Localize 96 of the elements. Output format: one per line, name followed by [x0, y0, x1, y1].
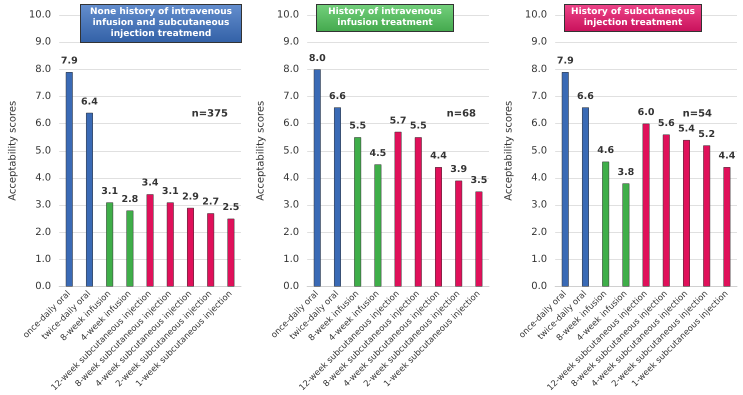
data-label: 7.9 — [60, 56, 78, 67]
bar — [166, 202, 174, 287]
data-label: 3.8 — [617, 166, 635, 178]
data-label: 5.5 — [349, 120, 366, 132]
y-tick-label: 10.0 — [28, 10, 52, 20]
data-label: 5.4 — [678, 123, 696, 134]
bar — [207, 213, 214, 287]
bar — [106, 202, 114, 287]
y-tick-label: 6.0 — [35, 118, 52, 130]
y-tick-label: 7.0 — [283, 90, 300, 102]
data-label: 5.2 — [698, 128, 716, 140]
bar — [434, 167, 442, 287]
y-tick-label: 9.0 — [283, 36, 300, 48]
y-tick-label: 3.0 — [283, 200, 300, 211]
data-label: 2.9 — [182, 191, 199, 202]
data-label: 3.5 — [470, 175, 488, 186]
y-tick-label: 2.0 — [531, 226, 548, 238]
title-box: History of intravenous infusion treatment — [316, 4, 454, 32]
data-label: 2.7 — [202, 196, 220, 208]
bar — [354, 137, 362, 287]
bar — [186, 208, 194, 287]
data-label: 6.0 — [638, 107, 655, 118]
y-tick-label: 5.0 — [35, 145, 52, 156]
y-tick-label: 7.0 — [35, 90, 52, 102]
bar — [66, 72, 73, 287]
y-axis-title: Acceptability scores — [8, 100, 18, 201]
title-box: None history of intravenous infusion and subcutaneous injection treatmend — [80, 4, 242, 43]
y-tick-label: 9.0 — [35, 36, 52, 48]
bar — [582, 107, 589, 287]
y-tick-label: 8.0 — [283, 64, 300, 75]
y-axis-title: Acceptability scores — [504, 100, 514, 201]
bar — [394, 132, 402, 287]
y-tick-label: 1.0 — [35, 254, 52, 265]
data-label: 4.5 — [369, 148, 386, 159]
y-tick-label: 10.0 — [276, 10, 300, 20]
y-tick-label: 2.0 — [283, 226, 300, 238]
y-tick-label: 2.0 — [35, 226, 52, 238]
bar — [314, 69, 321, 287]
y-tick-label: 5.0 — [283, 145, 300, 156]
y-tick-label: 4.0 — [283, 172, 300, 184]
y-axis-title: Acceptability scores — [256, 100, 266, 201]
title-box: History of subcutaneous injection treatment — [564, 4, 702, 32]
data-label: 3.4 — [142, 178, 159, 189]
data-label: 5.5 — [410, 120, 427, 132]
bar — [374, 164, 382, 287]
data-label: 7.9 — [556, 56, 574, 67]
y-tick-label: 10.0 — [524, 10, 548, 20]
bar — [703, 145, 710, 287]
y-tick-label: 6.0 — [531, 118, 548, 130]
y-tick-label: 4.0 — [531, 172, 548, 184]
data-label: 8.0 — [308, 52, 326, 64]
y-tick-label: 8.0 — [531, 64, 548, 75]
data-label: 4.4 — [718, 150, 736, 162]
bar — [334, 107, 341, 287]
annotation: n=54 — [682, 108, 712, 120]
data-label: 3.9 — [450, 164, 468, 176]
data-label: 6.6 — [577, 90, 594, 102]
bar — [723, 167, 730, 287]
y-tick-label: 0.0 — [35, 281, 52, 292]
annotation: n=375 — [192, 108, 228, 120]
bar — [602, 162, 610, 287]
bar — [562, 72, 569, 287]
y-tick-label: 0.0 — [531, 281, 548, 292]
bar — [126, 210, 134, 287]
y-tick-label: 9.0 — [531, 36, 548, 48]
data-label: 4.6 — [597, 145, 614, 156]
y-tick-label: 1.0 — [531, 254, 548, 265]
bar — [642, 124, 650, 287]
bar — [475, 192, 482, 287]
data-label: 2.5 — [222, 202, 240, 214]
y-tick-label: 6.0 — [283, 118, 300, 130]
annotation: n=68 — [446, 108, 476, 120]
y-tick-label: 1.0 — [283, 254, 300, 265]
y-tick-label: 5.0 — [531, 145, 548, 156]
data-label: 3.1 — [101, 186, 118, 197]
y-tick-label: 8.0 — [35, 64, 52, 75]
bar — [662, 134, 670, 287]
bar — [414, 137, 422, 287]
bar — [86, 112, 93, 287]
data-label: 6.6 — [329, 90, 346, 102]
data-label: 5.7 — [390, 115, 407, 126]
bar — [682, 140, 690, 287]
bar — [146, 194, 154, 287]
data-label: 2.8 — [121, 194, 139, 206]
y-tick-label: 4.0 — [35, 172, 52, 184]
bar — [455, 180, 462, 287]
bar — [227, 218, 234, 287]
y-tick-label: 3.0 — [531, 200, 548, 211]
y-tick-label: 7.0 — [531, 90, 548, 102]
y-tick-label: 0.0 — [283, 281, 300, 292]
data-label: 4.4 — [430, 150, 448, 162]
bar — [622, 183, 630, 287]
y-tick-label: 3.0 — [35, 200, 52, 211]
data-label: 5.6 — [658, 118, 676, 129]
data-label: 6.4 — [81, 96, 98, 108]
data-label: 3.1 — [162, 186, 179, 197]
